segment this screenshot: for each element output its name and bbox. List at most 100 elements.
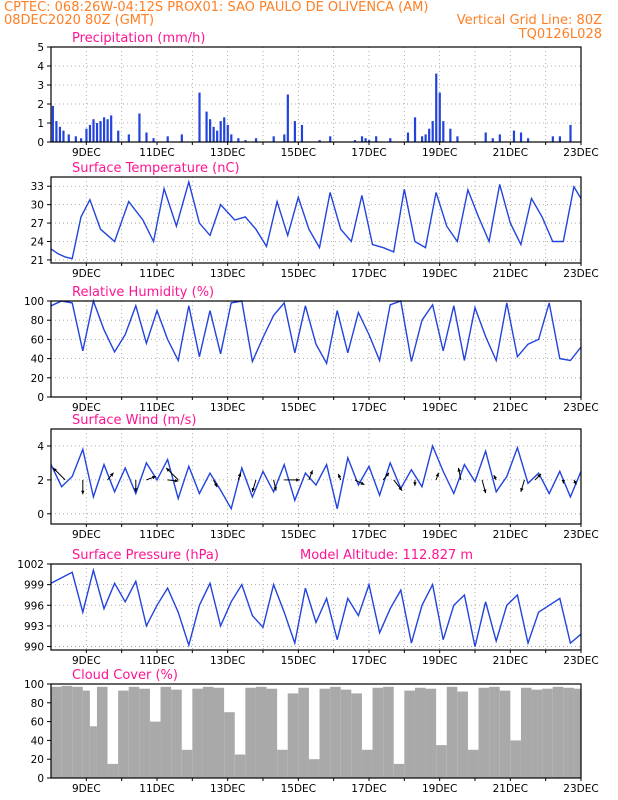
precip-bar <box>389 138 392 142</box>
cloud-column <box>531 689 543 778</box>
wind-arrow-head <box>166 467 170 472</box>
x-tick-label: 23DEC <box>563 529 598 541</box>
run-date: 08DEC2020 80Z (GMT) <box>4 13 155 28</box>
precip-bar <box>117 130 120 142</box>
cloud-column <box>573 688 581 778</box>
x-tick-label: 11DEC <box>139 655 174 667</box>
precip-bar <box>145 132 148 142</box>
x-tick-label: 11DEC <box>139 268 174 280</box>
precip-bar <box>551 136 554 142</box>
panel-title: Surface Pressure (hPa) <box>72 548 219 563</box>
x-tick-label: 21DEC <box>493 268 528 280</box>
y-tick-label: 80 <box>31 315 44 327</box>
wind-arrow-head <box>309 470 313 475</box>
x-tick-label: 23DEC <box>563 783 598 795</box>
cloud-column <box>287 693 299 778</box>
panel-frame <box>50 428 582 525</box>
cloud-column <box>149 721 161 778</box>
series-line <box>50 179 582 260</box>
cloud-column <box>160 686 172 778</box>
precip-bar <box>138 113 141 142</box>
precip-bar <box>442 121 445 142</box>
precip-bar <box>212 126 215 142</box>
x-tick-label: 11DEC <box>139 529 174 541</box>
x-tick-label: 9DEC <box>72 529 101 541</box>
precip-bar <box>498 134 501 142</box>
cloud-column <box>118 690 129 778</box>
x-tick-label: 17DEC <box>351 529 386 541</box>
cloud-column <box>520 687 532 778</box>
x-tick-label: 15DEC <box>281 147 316 159</box>
y-tick-label: 4 <box>37 61 44 73</box>
precip-bar <box>209 119 212 142</box>
y-tick-label: 80 <box>31 698 44 710</box>
precip-bar <box>237 138 240 142</box>
cloud-column <box>298 687 309 778</box>
cloud-column <box>245 687 256 778</box>
wind-arrow-head <box>296 478 300 482</box>
x-tick-label: 13DEC <box>210 783 245 795</box>
wind-arrow-head <box>360 481 365 485</box>
precip-bar <box>67 134 70 142</box>
panel-title: Precipitation (mm/h) <box>72 31 205 46</box>
cloud-column <box>489 686 500 778</box>
cloud-column <box>89 726 97 778</box>
panel-0: 0 1 2 3 4 5 9DEC 11DEC 13DEC 15DEC 17DEC 19DEC 21DEC… <box>37 31 598 159</box>
cloud-column <box>383 686 394 778</box>
y-tick-label: 990 <box>24 642 44 654</box>
x-tick-label: 13DEC <box>210 655 245 667</box>
x-tick-label: 17DEC <box>351 402 386 414</box>
precip-bar <box>368 140 371 142</box>
panel-5: 0 20 40 60 80 100 9DEC 11DEC 13DEC 15DEC 17DEC 19DE… <box>24 668 599 795</box>
precip-bar <box>254 138 258 142</box>
x-tick-label: 9DEC <box>72 268 101 280</box>
x-tick-label: 21DEC <box>493 529 528 541</box>
precip-bar <box>62 130 65 142</box>
precip-bar <box>106 119 109 142</box>
precip-bar <box>166 136 169 142</box>
x-tick-label: 9DEC <box>72 147 101 159</box>
precip-bar <box>110 115 113 142</box>
precip-bar <box>424 134 427 142</box>
cloud-column <box>82 690 90 778</box>
cloud-column <box>319 688 331 778</box>
precip-bar <box>293 121 296 142</box>
precip-bar <box>519 132 523 142</box>
precip-bar <box>353 140 357 142</box>
precip-bar <box>484 132 487 142</box>
precip-bar <box>456 136 459 142</box>
wind-arrow-head <box>174 479 179 483</box>
x-tick-label: 19DEC <box>422 655 457 667</box>
wind-arrow-head <box>214 483 218 488</box>
x-tick-label: 13DEC <box>210 529 245 541</box>
y-tick-label: 40 <box>31 354 44 366</box>
cloud-column <box>277 749 288 778</box>
y-tick-label: 27 <box>31 218 44 230</box>
wind-arrow-head <box>413 482 417 486</box>
x-tick-label: 15DEC <box>281 529 316 541</box>
x-tick-label: 21DEC <box>493 783 528 795</box>
precip-bar <box>223 117 226 142</box>
y-tick-label: 100 <box>24 679 44 691</box>
precip-bar <box>92 119 95 142</box>
cloud-column <box>213 687 225 778</box>
panel-3: 0 2 4 9DEC 11DEC 13DEC 15DEC 17DEC 19DEC 21DEC 23D… <box>37 413 598 541</box>
cloud-column <box>128 686 140 778</box>
cloud-column <box>202 686 214 778</box>
x-tick-label: 11DEC <box>139 147 174 159</box>
precip-bar <box>512 130 516 142</box>
y-tick-label: 30 <box>31 200 44 212</box>
series-line <box>50 298 582 366</box>
cloud-column <box>404 690 415 778</box>
wind-arrow-head <box>435 472 439 477</box>
panel-frame <box>50 176 582 264</box>
wind-arrow-head <box>398 486 403 491</box>
precip-bar <box>300 124 304 142</box>
precip-bar <box>375 136 378 142</box>
y-tick-label: 33 <box>31 181 44 193</box>
y-tick-label: 5 <box>37 42 44 54</box>
cloud-column <box>467 749 479 778</box>
x-tick-label: 23DEC <box>563 402 598 414</box>
cloud-column <box>351 693 362 778</box>
